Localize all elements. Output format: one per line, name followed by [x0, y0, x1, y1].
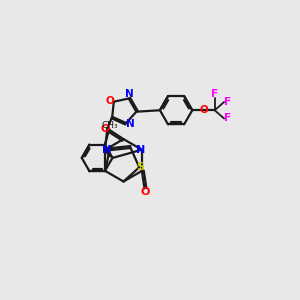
Text: O: O [105, 96, 114, 106]
Text: O: O [199, 105, 208, 115]
Text: S: S [136, 162, 144, 172]
Text: N: N [136, 145, 145, 155]
Text: F: F [224, 97, 231, 107]
Text: N: N [102, 145, 111, 155]
Text: O: O [100, 124, 110, 134]
Text: N: N [125, 89, 134, 99]
Text: F: F [224, 113, 231, 124]
Text: CH₃: CH₃ [102, 121, 118, 130]
Text: O: O [140, 187, 150, 197]
Text: N: N [126, 118, 135, 129]
Text: F: F [211, 89, 218, 99]
